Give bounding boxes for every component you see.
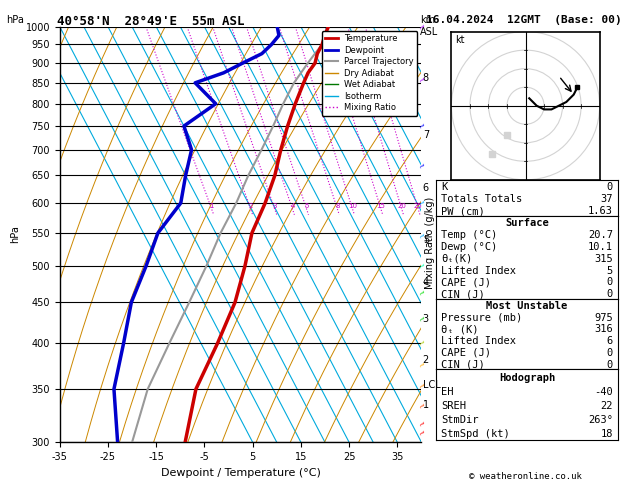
Text: ~: ~ — [417, 230, 428, 242]
Text: CAPE (J): CAPE (J) — [442, 278, 491, 287]
Text: 0: 0 — [606, 278, 613, 287]
Text: ~: ~ — [417, 313, 428, 325]
Text: Totals Totals: Totals Totals — [442, 194, 523, 204]
Text: 263°: 263° — [588, 415, 613, 425]
Text: PW (cm): PW (cm) — [442, 207, 485, 216]
Text: ~: ~ — [417, 337, 428, 348]
Text: 25: 25 — [414, 203, 423, 209]
Text: 16.04.2024  12GMT  (Base: 00): 16.04.2024 12GMT (Base: 00) — [426, 15, 621, 25]
Text: 316: 316 — [594, 325, 613, 334]
Text: 6: 6 — [423, 183, 429, 193]
Text: km: km — [420, 15, 435, 25]
Text: 975: 975 — [594, 312, 613, 323]
Text: 1: 1 — [209, 203, 214, 209]
Text: ~: ~ — [417, 428, 428, 439]
Text: 2: 2 — [248, 203, 253, 209]
Text: 0: 0 — [606, 182, 613, 192]
Text: Temp (°C): Temp (°C) — [442, 230, 498, 240]
Text: ~: ~ — [417, 381, 428, 392]
Text: ~: ~ — [417, 400, 428, 412]
Text: ~: ~ — [417, 197, 428, 208]
Text: CIN (J): CIN (J) — [442, 360, 485, 370]
Text: 0: 0 — [606, 360, 613, 370]
Text: StmSpd (kt): StmSpd (kt) — [442, 429, 510, 439]
Text: ~: ~ — [417, 260, 428, 272]
Text: StmDir: StmDir — [442, 415, 479, 425]
X-axis label: Dewpoint / Temperature (°C): Dewpoint / Temperature (°C) — [160, 468, 321, 478]
Text: ~: ~ — [417, 288, 428, 299]
Text: ~: ~ — [417, 21, 428, 33]
Text: 5: 5 — [423, 235, 429, 245]
Text: 10.1: 10.1 — [588, 242, 613, 252]
Text: θₜ (K): θₜ (K) — [442, 325, 479, 334]
Text: 4: 4 — [290, 203, 294, 209]
Text: ~: ~ — [417, 121, 428, 132]
Text: Lifted Index: Lifted Index — [442, 265, 516, 276]
Text: 7: 7 — [423, 130, 429, 140]
Text: 18: 18 — [600, 429, 613, 439]
Text: 10: 10 — [348, 203, 357, 209]
Y-axis label: hPa: hPa — [10, 226, 20, 243]
Text: Surface: Surface — [505, 218, 549, 228]
Text: 8: 8 — [423, 73, 429, 83]
Text: 315: 315 — [594, 254, 613, 264]
Text: SREH: SREH — [442, 401, 466, 411]
Text: 3: 3 — [423, 314, 429, 324]
Text: CIN (J): CIN (J) — [442, 289, 485, 299]
Text: 37: 37 — [600, 194, 613, 204]
Text: Dewp (°C): Dewp (°C) — [442, 242, 498, 252]
Text: 20.7: 20.7 — [588, 230, 613, 240]
Text: EH: EH — [442, 387, 454, 397]
Text: Pressure (mb): Pressure (mb) — [442, 312, 523, 323]
Text: Hodograph: Hodograph — [499, 373, 555, 383]
Text: -40: -40 — [594, 387, 613, 397]
Legend: Temperature, Dewpoint, Parcel Trajectory, Dry Adiabat, Wet Adiabat, Isotherm, Mi: Temperature, Dewpoint, Parcel Trajectory… — [322, 31, 417, 116]
Text: kt: kt — [455, 35, 465, 45]
Text: 22: 22 — [600, 401, 613, 411]
Text: Lifted Index: Lifted Index — [442, 336, 516, 346]
Text: 2: 2 — [423, 355, 429, 365]
Text: ~: ~ — [417, 419, 428, 430]
Text: ~: ~ — [417, 161, 428, 173]
Text: hPa: hPa — [6, 15, 24, 25]
Text: 3: 3 — [272, 203, 277, 209]
Text: 0: 0 — [606, 289, 613, 299]
Text: 0: 0 — [606, 348, 613, 358]
Text: ~: ~ — [417, 360, 428, 371]
Text: © weatheronline.co.uk: © weatheronline.co.uk — [469, 472, 582, 481]
Text: ~: ~ — [417, 74, 428, 86]
Text: ASL: ASL — [420, 27, 438, 37]
Text: 15: 15 — [376, 203, 386, 209]
Text: Mixing Ratio (g/kg): Mixing Ratio (g/kg) — [425, 197, 435, 289]
Text: 40°58'N  28°49'E  55m ASL: 40°58'N 28°49'E 55m ASL — [57, 15, 244, 28]
Text: θₜ(K): θₜ(K) — [442, 254, 472, 264]
Text: K: K — [442, 182, 448, 192]
Text: 5: 5 — [304, 203, 309, 209]
Text: 5: 5 — [606, 265, 613, 276]
Text: Most Unstable: Most Unstable — [486, 301, 568, 311]
Text: 1: 1 — [423, 400, 429, 410]
Text: 8: 8 — [335, 203, 340, 209]
Text: 20: 20 — [398, 203, 406, 209]
Text: 6: 6 — [606, 336, 613, 346]
Text: 1.63: 1.63 — [588, 207, 613, 216]
Text: CAPE (J): CAPE (J) — [442, 348, 491, 358]
Text: 4: 4 — [423, 277, 429, 287]
Text: LCL: LCL — [423, 381, 440, 390]
